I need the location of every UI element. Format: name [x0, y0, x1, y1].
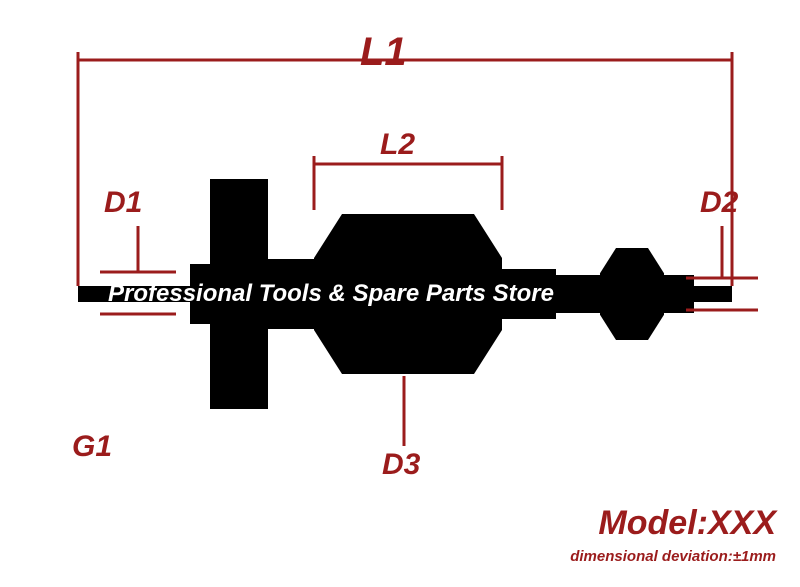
- label-g1: G1: [72, 430, 112, 464]
- label-d2: D2: [700, 186, 738, 220]
- deviation-label: dimensional deviation:±1mm: [570, 548, 776, 565]
- model-label: Model:XXX: [598, 504, 776, 543]
- label-l2: L2: [380, 128, 415, 162]
- label-d3: D3: [382, 448, 420, 482]
- label-l1: L1: [360, 30, 407, 75]
- watermark-text: Professional Tools & Spare Parts Store: [108, 280, 554, 308]
- label-d1: D1: [104, 186, 142, 220]
